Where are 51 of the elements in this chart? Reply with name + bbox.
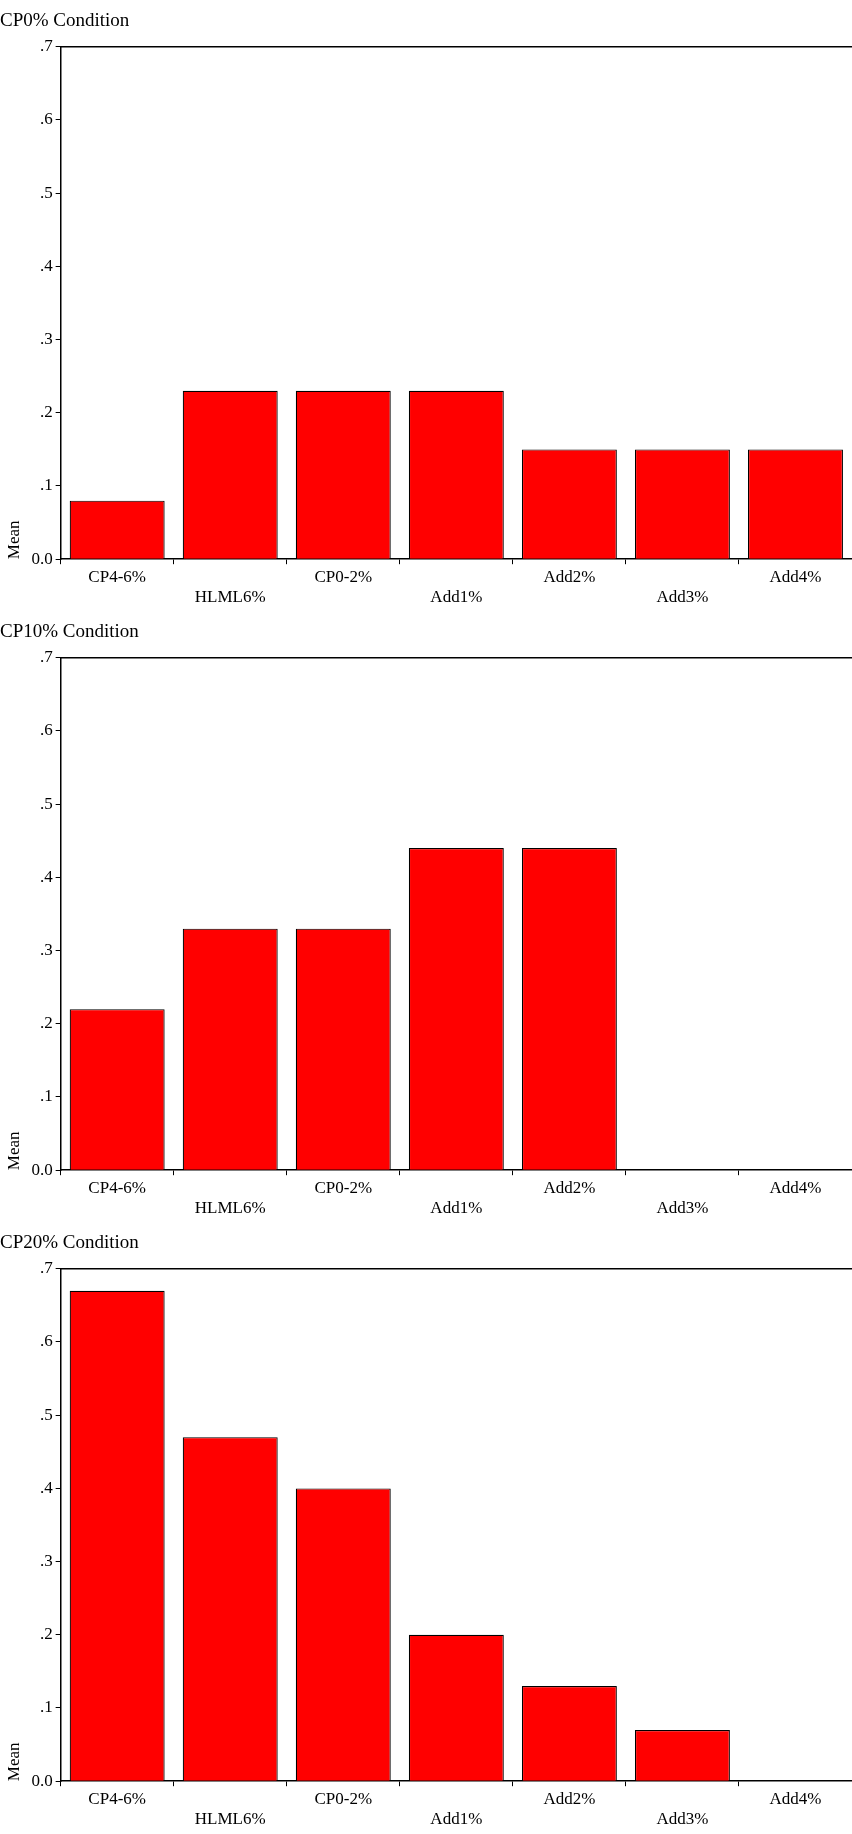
y-tick-label: .6	[39, 720, 53, 740]
x-tick-label: Add3%	[656, 587, 709, 607]
x-tick-label: Add2%	[543, 566, 596, 586]
y-tick-label: .4	[39, 255, 54, 275]
x-tick-label: HLML6%	[194, 1198, 266, 1218]
x-tick-label: Add2%	[543, 1177, 596, 1197]
y-tick-label: .2	[39, 1624, 53, 1644]
y-axis-title: Mean	[3, 519, 23, 560]
x-tick-label: CP4-6%	[88, 1177, 146, 1197]
x-tick-label: CP0-2%	[314, 566, 373, 586]
x-tick-label: Add3%	[656, 1809, 709, 1829]
y-tick-label: .4	[39, 1477, 54, 1497]
y-tick-label: .3	[39, 329, 53, 349]
x-tick-label: Add2%	[543, 1788, 596, 1808]
y-tick-label: .6	[39, 109, 53, 129]
y-tick-label: .3	[39, 1551, 53, 1571]
y-tick-label: .1	[39, 1697, 53, 1717]
y-tick-label: 0.0	[31, 548, 53, 568]
y-tick-label: .7	[39, 647, 54, 667]
y-tick-label: .5	[39, 182, 53, 202]
y-tick-label: .4	[39, 866, 54, 886]
y-tick-label: .2	[39, 402, 53, 422]
y-tick-label: .7	[39, 36, 54, 56]
y-tick-label: .6	[39, 1331, 53, 1351]
x-tick-label: Add3%	[656, 1198, 709, 1218]
x-tick-label: Add1%	[430, 587, 483, 607]
chart-title: CP20% Condition	[0, 1231, 140, 1253]
y-axis-title: Mean	[3, 1741, 23, 1782]
y-tick-label: .5	[39, 1404, 53, 1424]
chart-title: CP10% Condition	[0, 620, 140, 642]
y-tick-label: .1	[39, 1086, 53, 1106]
x-tick-label: Add4%	[769, 1788, 822, 1808]
x-tick-label: CP4-6%	[88, 1788, 146, 1808]
y-tick-label: .2	[39, 1013, 53, 1033]
y-tick-label: .5	[39, 793, 53, 813]
x-tick-label: Add4%	[769, 566, 822, 586]
y-tick-label: .3	[39, 940, 53, 960]
x-tick-label: Add1%	[430, 1198, 483, 1218]
x-tick-label: CP0-2%	[314, 1177, 373, 1197]
x-tick-label: CP4-6%	[88, 566, 146, 586]
y-tick-label: .1	[39, 475, 53, 495]
chart-title: CP0% Condition	[0, 9, 130, 31]
x-tick-label: Add4%	[769, 1177, 822, 1197]
y-tick-label: .7	[39, 1258, 54, 1278]
x-tick-label: Add1%	[430, 1809, 483, 1829]
y-axis-title: Mean	[3, 1130, 23, 1171]
x-tick-label: HLML6%	[194, 587, 266, 607]
y-tick-label: 0.0	[31, 1159, 53, 1179]
x-tick-label: CP0-2%	[314, 1788, 373, 1808]
x-tick-label: HLML6%	[194, 1809, 266, 1829]
y-tick-label: 0.0	[31, 1770, 53, 1790]
